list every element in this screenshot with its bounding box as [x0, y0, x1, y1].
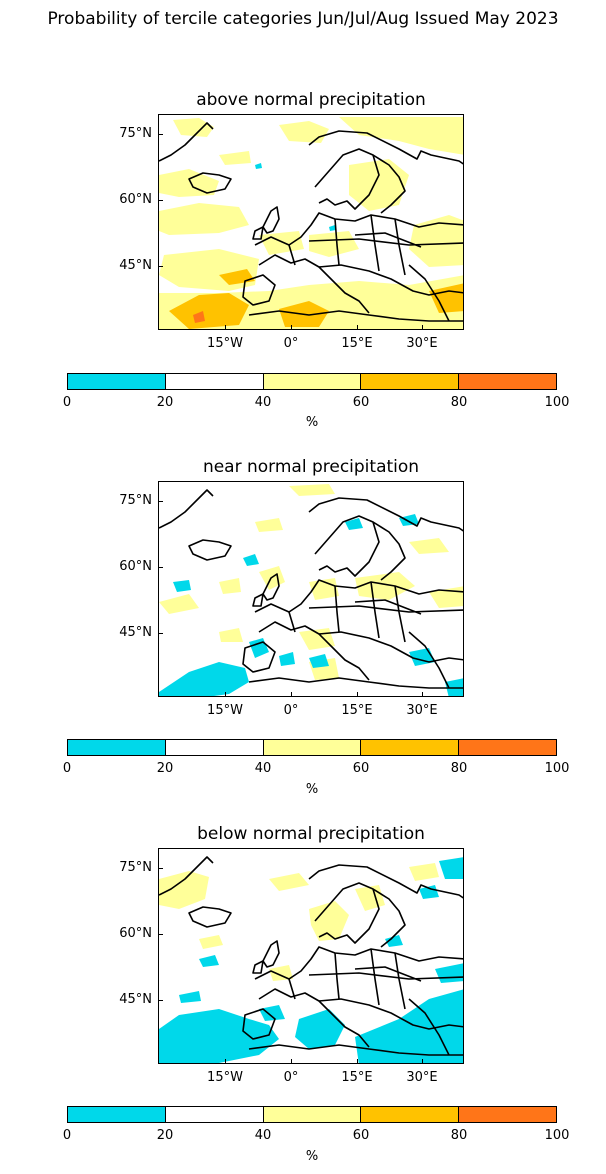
lon-label-15e: 15°E: [341, 703, 373, 718]
colorbar-segment: [262, 374, 361, 389]
colorbar-tick-label: 40: [254, 395, 272, 410]
lat-tick: [158, 134, 163, 135]
colorbar-tick-label: 60: [352, 1128, 370, 1143]
colorbar-tick-label: 100: [544, 761, 570, 776]
panel-below-title: below normal precipitation: [197, 824, 425, 844]
colorbar-segment: [164, 740, 263, 755]
lon-tick: [225, 692, 226, 697]
colorbar-segment: [458, 374, 556, 389]
colorbar-segment: [262, 1107, 361, 1122]
colorbar-tick-label: 80: [450, 761, 468, 776]
lat-label-60n: 60°N: [119, 192, 152, 207]
lat-tick: [158, 868, 163, 869]
lat-tick: [158, 567, 163, 568]
lat-label-60n: 60°N: [119, 559, 152, 574]
lat-tick: [158, 633, 163, 634]
lon-tick: [357, 692, 358, 697]
colorbar-tick-label: 40: [254, 761, 272, 776]
colorbar-segment: [164, 374, 263, 389]
colorbar-tick-label: 0: [62, 761, 72, 776]
map-below-fields: [159, 856, 463, 1063]
lat-label-45n: 45°N: [119, 992, 152, 1007]
colorbar-tick-label: 0: [62, 1128, 72, 1143]
colorbar-tick-label: 80: [450, 395, 468, 410]
lon-label-0: 0°: [283, 703, 299, 718]
lon-tick: [291, 1059, 292, 1064]
colorbar-tick-label: 20: [156, 1128, 174, 1143]
lon-label-30e: 30°E: [406, 336, 438, 351]
lat-label-45n: 45°N: [119, 625, 152, 640]
lon-tick: [225, 1059, 226, 1064]
colorbar-unit: %: [305, 1149, 319, 1164]
lon-label-15w: 15°W: [207, 1070, 243, 1085]
lon-label-15e: 15°E: [341, 336, 373, 351]
lat-label-60n: 60°N: [119, 926, 152, 941]
colorbar-unit: %: [305, 415, 319, 430]
lat-label-75n: 75°N: [119, 860, 152, 875]
colorbar-segment: [458, 1107, 556, 1122]
lon-tick: [422, 692, 423, 697]
colorbar-tick-label: 60: [352, 761, 370, 776]
lat-label-45n: 45°N: [119, 258, 152, 273]
map-below-normal: [158, 848, 464, 1064]
colorbar-above: [67, 373, 557, 390]
figure-title: Probability of tercile categories Jun/Ju…: [47, 9, 559, 29]
lon-tick: [291, 692, 292, 697]
lat-tick: [158, 934, 163, 935]
lat-label-75n: 75°N: [119, 493, 152, 508]
lon-tick: [422, 1059, 423, 1064]
lat-tick: [158, 501, 163, 502]
map-above-normal: [158, 114, 464, 330]
colorbar-tick-label: 100: [544, 395, 570, 410]
lat-tick: [158, 266, 163, 267]
lon-label-0: 0°: [283, 1070, 299, 1085]
lat-tick: [158, 1000, 163, 1001]
lon-tick: [225, 325, 226, 330]
lon-label-15e: 15°E: [341, 1070, 373, 1085]
lon-label-0: 0°: [283, 336, 299, 351]
lon-label-15w: 15°W: [207, 703, 243, 718]
colorbar-tick-label: 100: [544, 1128, 570, 1143]
colorbar-segment: [360, 740, 459, 755]
colorbar-tick-label: 40: [254, 1128, 272, 1143]
lat-label-75n: 75°N: [119, 126, 152, 141]
colorbar-tick-label: 0: [62, 395, 72, 410]
colorbar-tick-label: 20: [156, 761, 174, 776]
colorbar-segment: [262, 740, 361, 755]
colorbar-segment: [68, 1107, 165, 1122]
colorbar-segment: [360, 1107, 459, 1122]
map-near-fields: [159, 484, 463, 696]
map-near-normal: [158, 481, 464, 697]
lon-label-30e: 30°E: [406, 703, 438, 718]
panel-near-title: near normal precipitation: [202, 457, 420, 477]
lon-tick: [291, 325, 292, 330]
lon-tick: [357, 325, 358, 330]
colorbar-tick-label: 20: [156, 395, 174, 410]
colorbar-tick-label: 80: [450, 1128, 468, 1143]
colorbar-near: [67, 739, 557, 756]
colorbar-segment: [68, 740, 165, 755]
colorbar-segment: [164, 1107, 263, 1122]
lon-tick: [357, 1059, 358, 1064]
lon-label-15w: 15°W: [207, 336, 243, 351]
colorbar-tick-label: 60: [352, 395, 370, 410]
lon-tick: [422, 325, 423, 330]
colorbar-segment: [68, 374, 165, 389]
panel-above-title: above normal precipitation: [196, 90, 426, 110]
colorbar-segment: [360, 374, 459, 389]
colorbar-unit: %: [305, 782, 319, 797]
colorbar-segment: [458, 740, 556, 755]
lon-label-30e: 30°E: [406, 1070, 438, 1085]
lat-tick: [158, 200, 163, 201]
map-above-fields: [159, 117, 463, 329]
colorbar-below: [67, 1106, 557, 1123]
